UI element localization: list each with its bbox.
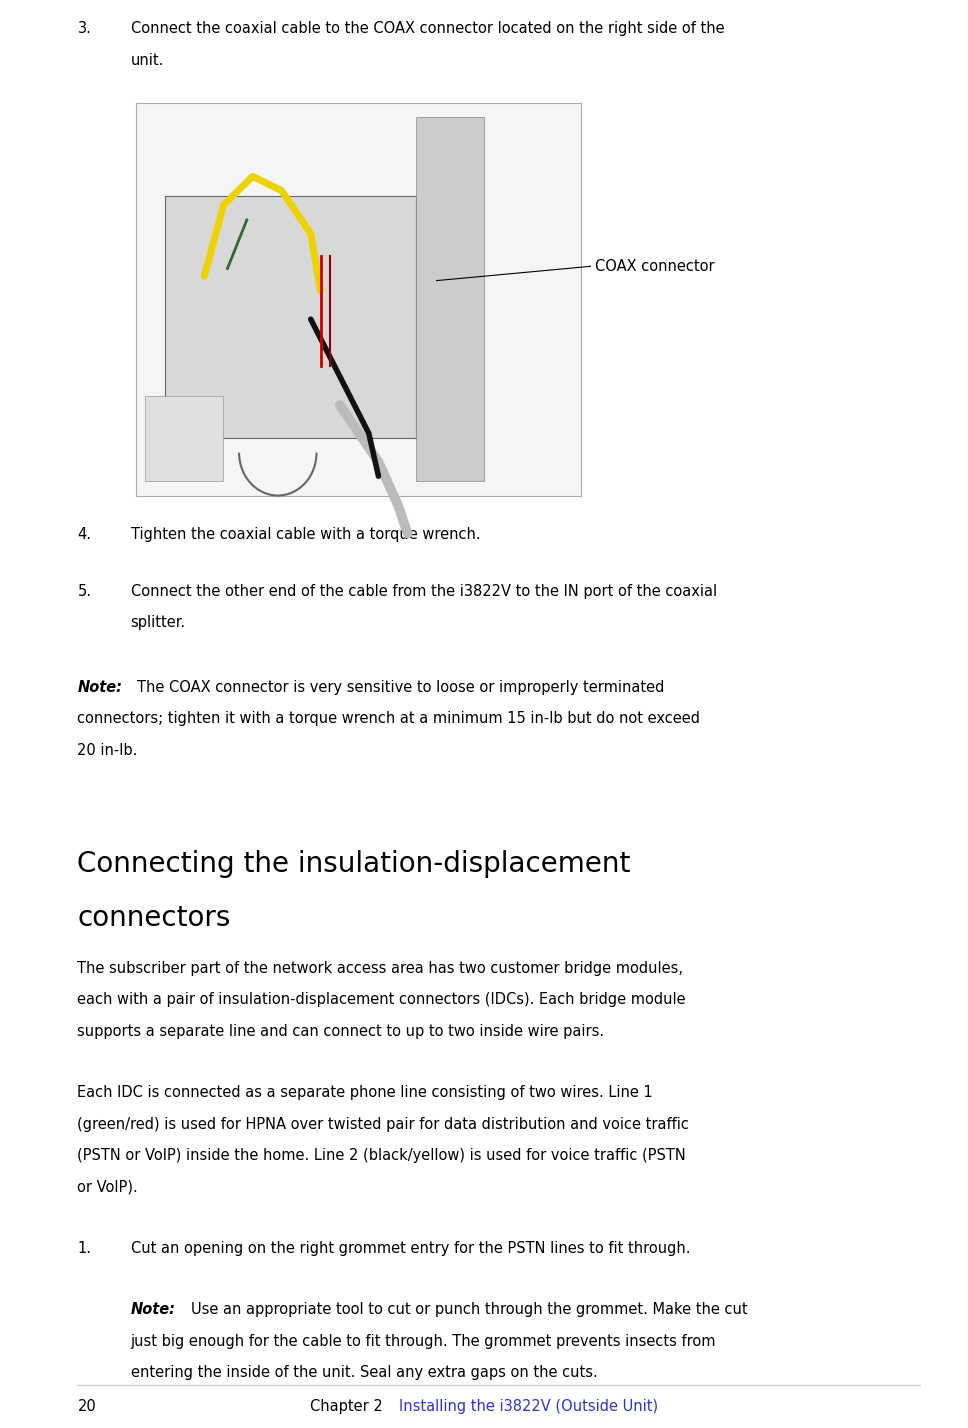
Bar bbox=[165, 196, 416, 438]
Text: or VoIP).: or VoIP). bbox=[77, 1180, 138, 1195]
Text: (green/red) is used for HPNA over twisted pair for data distribution and voice t: (green/red) is used for HPNA over twiste… bbox=[77, 1117, 689, 1132]
Text: 20: 20 bbox=[77, 1399, 96, 1415]
Text: COAX connector: COAX connector bbox=[595, 260, 715, 274]
Text: Chapter 2: Chapter 2 bbox=[310, 1399, 392, 1415]
Text: splitter.: splitter. bbox=[131, 615, 186, 631]
Text: The COAX connector is very sensitive to loose or improperly terminated: The COAX connector is very sensitive to … bbox=[137, 680, 665, 695]
Text: Connect the other end of the cable from the i3822V to the IN port of the coaxial: Connect the other end of the cable from … bbox=[131, 584, 717, 600]
Text: Tighten the coaxial cable with a torque wrench.: Tighten the coaxial cable with a torque … bbox=[131, 527, 480, 543]
Text: 5.: 5. bbox=[77, 584, 91, 600]
Text: Installing the i3822V (Outside Unit): Installing the i3822V (Outside Unit) bbox=[399, 1399, 658, 1415]
Text: Connecting the insulation-displacement: Connecting the insulation-displacement bbox=[77, 850, 631, 878]
Text: unit.: unit. bbox=[131, 53, 164, 69]
Text: Cut an opening on the right grommet entry for the PSTN lines to fit through.: Cut an opening on the right grommet entr… bbox=[131, 1241, 690, 1257]
Bar bbox=[145, 396, 223, 481]
Text: 1.: 1. bbox=[77, 1241, 91, 1257]
Text: connectors; tighten it with a torque wrench at a minimum 15 in-lb but do not exc: connectors; tighten it with a torque wre… bbox=[77, 711, 701, 727]
Text: The subscriber part of the network access area has two customer bridge modules,: The subscriber part of the network acces… bbox=[77, 961, 683, 977]
Text: entering the inside of the unit. Seal any extra gaps on the cuts.: entering the inside of the unit. Seal an… bbox=[131, 1365, 597, 1381]
Text: Connect the coaxial cable to the COAX connector located on the right side of the: Connect the coaxial cable to the COAX co… bbox=[131, 21, 724, 37]
Text: connectors: connectors bbox=[77, 904, 230, 932]
Bar bbox=[136, 103, 581, 496]
Text: 3.: 3. bbox=[77, 21, 91, 37]
Text: Use an appropriate tool to cut or punch through the grommet. Make the cut: Use an appropriate tool to cut or punch … bbox=[191, 1302, 747, 1318]
Text: (PSTN or VoIP) inside the home. Line 2 (black/yellow) is used for voice traffic : (PSTN or VoIP) inside the home. Line 2 (… bbox=[77, 1148, 686, 1164]
Bar bbox=[416, 117, 484, 481]
Text: 4.: 4. bbox=[77, 527, 91, 543]
Text: each with a pair of insulation-displacement connectors (IDCs). Each bridge modul: each with a pair of insulation-displacem… bbox=[77, 992, 686, 1008]
Text: Note:: Note: bbox=[131, 1302, 175, 1318]
Text: supports a separate line and can connect to up to two inside wire pairs.: supports a separate line and can connect… bbox=[77, 1024, 605, 1040]
Text: Each IDC is connected as a separate phone line consisting of two wires. Line 1: Each IDC is connected as a separate phon… bbox=[77, 1085, 653, 1101]
Text: Note:: Note: bbox=[77, 680, 122, 695]
Text: just big enough for the cable to fit through. The grommet prevents insects from: just big enough for the cable to fit thr… bbox=[131, 1334, 716, 1349]
Text: 20 in-lb.: 20 in-lb. bbox=[77, 743, 137, 758]
